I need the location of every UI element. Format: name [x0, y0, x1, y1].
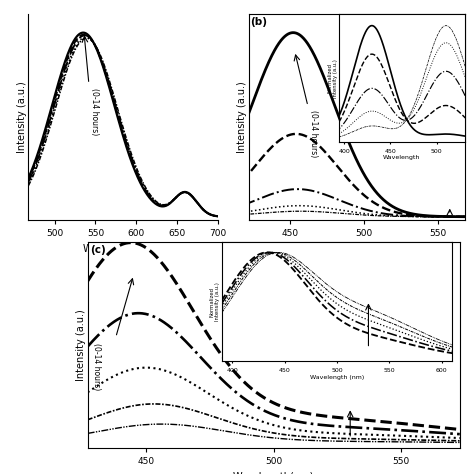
X-axis label: Wavelength(nm): Wavelength(nm)	[82, 244, 164, 254]
Text: (b): (b)	[250, 17, 267, 27]
Y-axis label: Intensity (a.u.): Intensity (a.u.)	[76, 309, 86, 381]
X-axis label: Wavelength(nm): Wavelength(nm)	[316, 244, 397, 254]
Text: (c): (c)	[90, 245, 106, 255]
Text: (0-14 hours): (0-14 hours)	[91, 343, 100, 390]
Text: (0-14 hours): (0-14 hours)	[90, 88, 99, 135]
Y-axis label: Intensity (a.u.): Intensity (a.u.)	[237, 82, 247, 153]
X-axis label: Wavelength(nm): Wavelength(nm)	[233, 472, 314, 474]
Y-axis label: Intensity (a.u.): Intensity (a.u.)	[17, 82, 27, 153]
Text: (0-14 hours): (0-14 hours)	[310, 110, 319, 157]
